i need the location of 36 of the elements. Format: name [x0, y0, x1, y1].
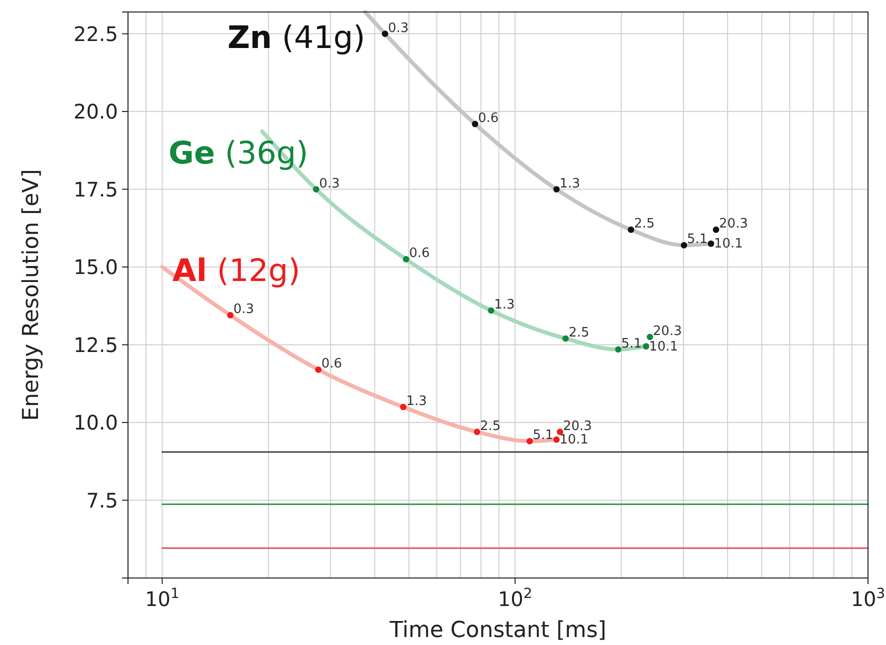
- annotation: 0.3: [388, 20, 409, 36]
- annotation: 5.1: [621, 336, 642, 352]
- y-tick-label: 17.5: [73, 177, 118, 202]
- annotation: 1.3: [559, 176, 580, 192]
- annotation: 20.3: [719, 216, 748, 232]
- x-tick-label: 10$^{3}$: [850, 586, 886, 611]
- annotation: 0.3: [233, 302, 254, 318]
- series-label: Ge (36g): [168, 135, 308, 172]
- annotation: 10.1: [559, 432, 588, 448]
- annotation: 1.3: [494, 298, 515, 313]
- annotation: 0.3: [319, 176, 340, 192]
- x-axis-title: Time Constant [ms]: [388, 618, 606, 643]
- annotation: 20.3: [562, 418, 592, 434]
- y-tick-label: 15.0: [73, 255, 118, 280]
- x-tick-label: 10$^{1}$: [145, 586, 180, 611]
- y-tick-label: 7.5: [86, 488, 118, 512]
- annotation: 2.5: [634, 216, 655, 232]
- annotation: 0.6: [321, 356, 342, 372]
- series-label: Zn (41g): [227, 20, 366, 56]
- x-tick-label: 10$^{2}$: [498, 586, 532, 611]
- annotation: 0.6: [478, 110, 499, 126]
- annotation: 2.5: [568, 326, 590, 341]
- annotation: 0.6: [409, 246, 430, 262]
- y-tick-label: 20.0: [73, 100, 118, 124]
- annotation: 2.5: [480, 418, 501, 434]
- y-tick-label: 22.5: [73, 22, 118, 46]
- annotation: 5.1: [686, 232, 708, 248]
- annotation: 5.1: [532, 428, 554, 444]
- y-axis-title: Energy Resolution [eV]: [19, 169, 44, 421]
- annotation: 10.1: [714, 236, 743, 252]
- series-label: Al (12g): [172, 253, 300, 290]
- annotation: 20.3: [652, 324, 682, 339]
- annotation: 1.3: [406, 394, 427, 409]
- y-tick-label: 10.0: [73, 410, 118, 435]
- annotation: 10.1: [649, 339, 678, 354]
- y-tick-label: 12.5: [73, 332, 118, 357]
